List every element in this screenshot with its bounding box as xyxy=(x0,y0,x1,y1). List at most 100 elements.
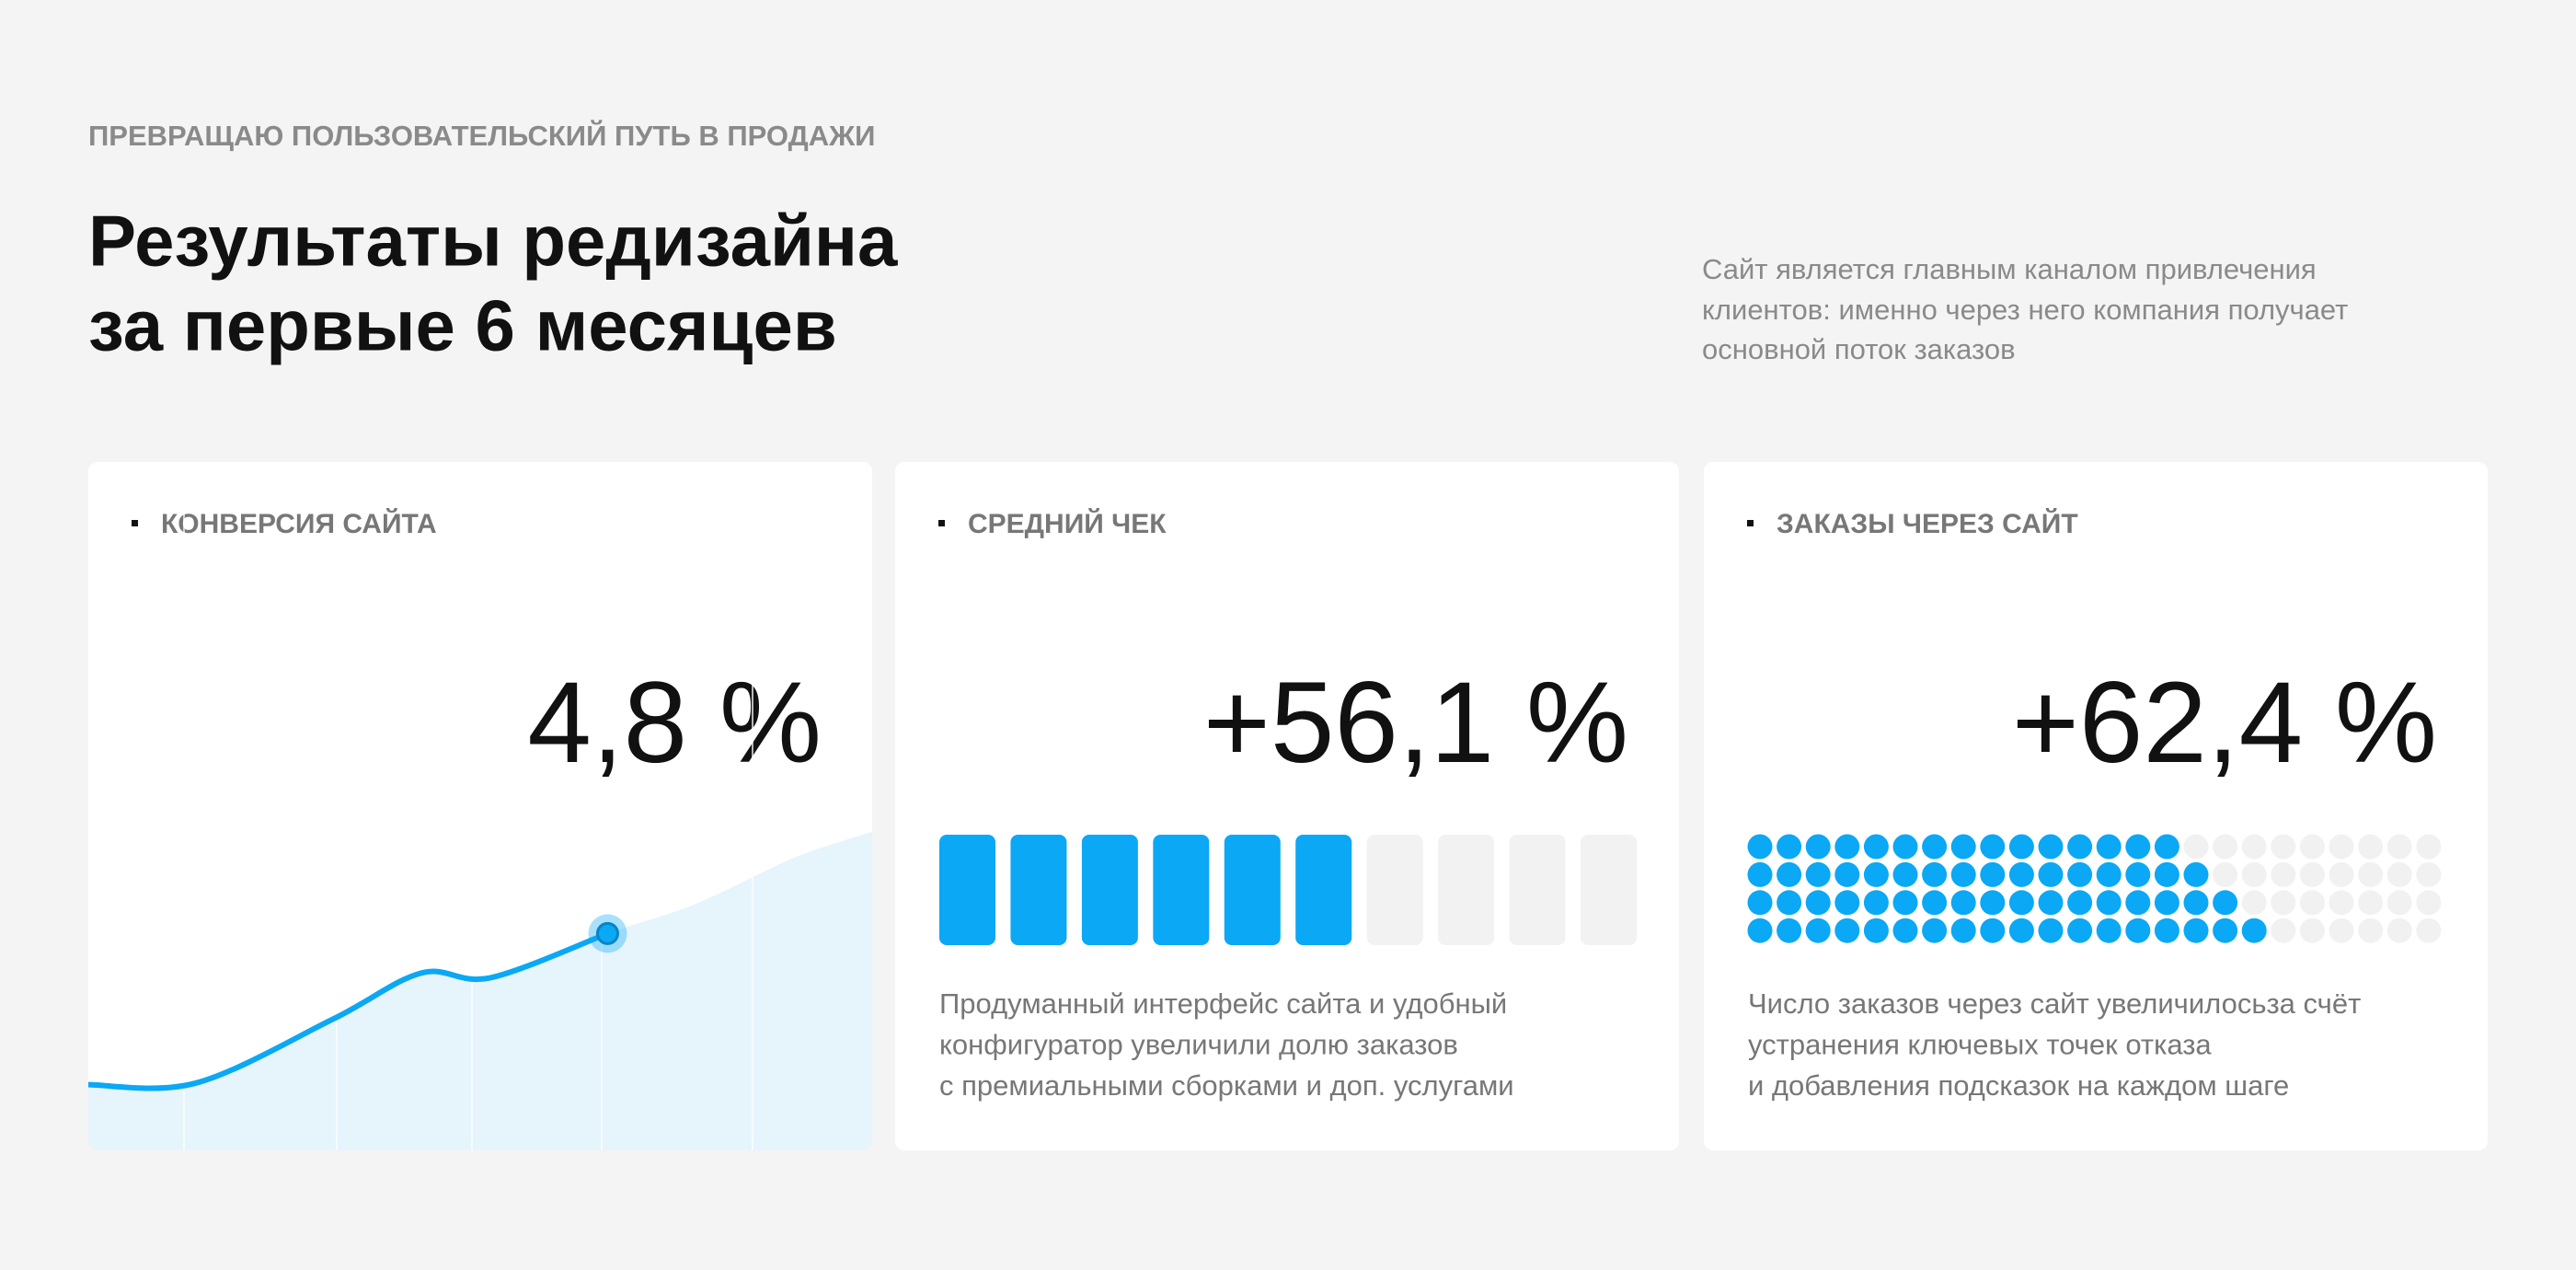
dot-filled xyxy=(2096,834,2122,860)
card-bullet xyxy=(1747,520,1754,526)
dot-filled xyxy=(1834,890,1860,916)
dot-filled xyxy=(2038,890,2064,916)
dot-filled xyxy=(1777,834,1802,860)
dot-filled xyxy=(2241,918,2267,943)
eyebrow: ПРЕВРАЩАЮ ПОЛЬЗОВАТЕЛЬСКИЙ ПУТЬ В ПРОДАЖ… xyxy=(88,119,875,152)
dot-filled xyxy=(1892,861,1918,887)
dot xyxy=(2241,861,2267,887)
title-line: за первые 6 месяцев xyxy=(88,285,837,366)
dot-filled xyxy=(2213,918,2238,943)
dot xyxy=(2416,918,2442,943)
description-line: основной поток заказов xyxy=(1702,333,2016,365)
dot xyxy=(2183,834,2209,860)
dot xyxy=(2271,890,2296,916)
dot xyxy=(2416,890,2442,916)
card-value: +56,1 % xyxy=(1203,659,1628,787)
dot xyxy=(2329,861,2354,887)
dot xyxy=(2213,834,2238,860)
card-text: Продуманный интерфейс сайта и удобный xyxy=(939,987,1507,1020)
meter-segment-filled xyxy=(1295,835,1352,945)
dot-filled xyxy=(1777,890,1802,916)
dot-filled xyxy=(1747,834,1773,860)
meter-segment-filled xyxy=(1010,835,1067,945)
dot xyxy=(2416,834,2442,860)
dot-filled xyxy=(1950,834,1976,860)
dot-filled xyxy=(2067,861,2093,887)
trend-line xyxy=(88,930,609,1091)
meter-segment xyxy=(1438,835,1495,945)
dot xyxy=(2299,861,2325,887)
dot-filled xyxy=(2038,918,2064,943)
dot-filled xyxy=(2154,834,2179,860)
dot-filled xyxy=(2125,834,2151,860)
meter-segment-filled xyxy=(1153,835,1210,945)
dot-filled xyxy=(2038,861,2064,887)
card-label: СРЕДНИЙ ЧЕК xyxy=(968,508,1167,539)
card-label: ЗАКАЗЫ ЧЕРЕЗ САЙТ xyxy=(1777,508,2078,539)
card-text: Число заказов через сайт увеличилосьза с… xyxy=(1748,987,2361,1020)
dot-filled xyxy=(1834,834,1860,860)
dot-filled xyxy=(1805,834,1831,860)
dot-filled xyxy=(2067,918,2093,943)
dot xyxy=(2386,918,2412,943)
dot-filled xyxy=(2183,861,2209,887)
dot-filled xyxy=(2096,890,2122,916)
dot-filled xyxy=(1863,834,1889,860)
dot-filled xyxy=(1805,890,1831,916)
current-point xyxy=(595,921,619,945)
dot-filled xyxy=(1777,918,1802,943)
dot-filled xyxy=(1863,890,1889,916)
card-text: с премиальными сборками и доп. услугами xyxy=(939,1069,1514,1102)
dot-filled xyxy=(1892,890,1918,916)
dot-filled xyxy=(2125,861,2151,887)
dot-filled xyxy=(2008,918,2034,943)
dot-filled xyxy=(1805,861,1831,887)
card-value: +62,4 % xyxy=(2012,659,2437,787)
dot-filled xyxy=(2154,890,2179,916)
meter-segment xyxy=(1581,835,1637,945)
dot-filled xyxy=(1777,861,1802,887)
card-text: и добавления подсказок на каждом шаге xyxy=(1748,1069,2289,1102)
dot-filled xyxy=(2183,918,2209,943)
dot xyxy=(2358,890,2384,916)
card-bullet xyxy=(938,520,945,526)
dot-filled xyxy=(2008,834,2034,860)
dot-filled xyxy=(1922,834,1948,860)
dot-filled xyxy=(1922,890,1948,916)
meter-segment xyxy=(1509,835,1566,945)
dot-filled xyxy=(1834,861,1860,887)
dot-filled xyxy=(2154,918,2179,943)
dot-filled xyxy=(2008,890,2034,916)
dot xyxy=(2299,890,2325,916)
dot xyxy=(2416,861,2442,887)
dot xyxy=(2329,918,2354,943)
title-line: Результаты редизайна xyxy=(88,201,898,282)
card-text: конфигуратор увеличили долю заказов xyxy=(939,1029,1458,1061)
dot-filled xyxy=(2096,861,2122,887)
dot xyxy=(2358,918,2384,943)
dot-filled xyxy=(2067,890,2093,916)
dot-filled xyxy=(2154,861,2179,887)
dot xyxy=(2299,918,2325,943)
dot-filled xyxy=(2096,918,2122,943)
description-line: Сайт является главным каналом привлечени… xyxy=(1702,253,2317,285)
dot xyxy=(2213,861,2238,887)
card-text: устранения ключевых точек отказа xyxy=(1748,1029,2212,1061)
dot-filled xyxy=(1980,834,2006,860)
dot xyxy=(2358,834,2384,860)
card-bullet xyxy=(132,520,138,526)
dot-filled xyxy=(1747,918,1773,943)
dot-filled xyxy=(2067,834,2093,860)
trend-area xyxy=(88,831,872,1150)
dot-filled xyxy=(2183,890,2209,916)
meter-segment-filled xyxy=(1224,835,1281,945)
dot-filled xyxy=(1863,918,1889,943)
card xyxy=(895,462,1679,1150)
meter-segment xyxy=(1366,835,1423,945)
card-value: 4,8 % xyxy=(527,659,822,787)
card-label: КОНВЕРСИЯ САЙТА xyxy=(161,508,437,539)
dot-filled xyxy=(2008,861,2034,887)
dot-filled xyxy=(1922,918,1948,943)
dot xyxy=(2386,890,2412,916)
